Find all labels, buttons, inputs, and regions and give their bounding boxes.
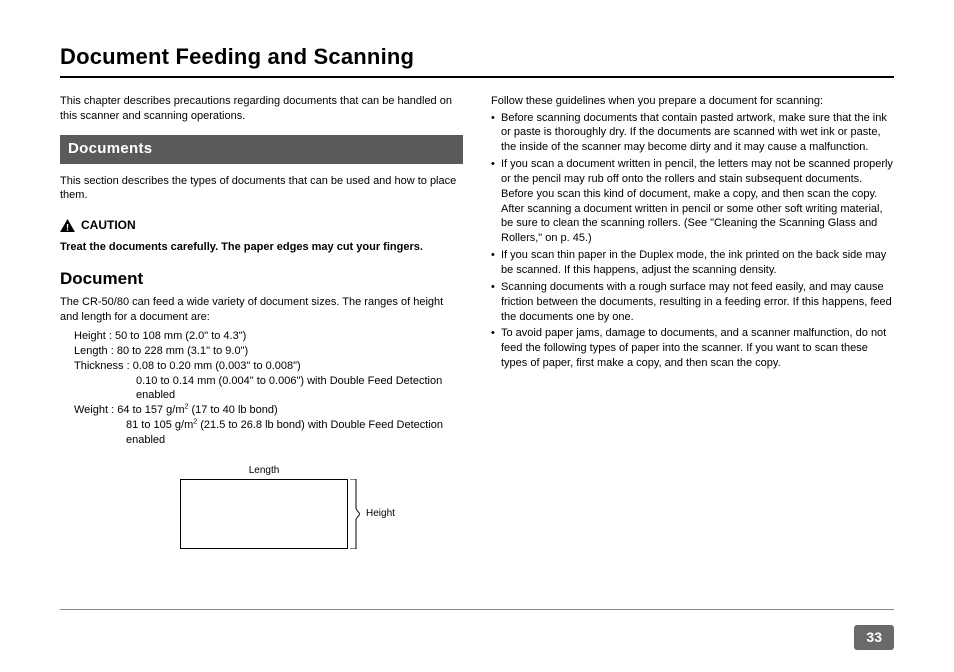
spec-weight: Weight : 64 to 157 g/m2 (17 to 40 lb bon… [74,403,463,418]
page-number: 33 [854,625,894,650]
svg-text:!: ! [66,222,69,232]
spec-thickness-label: Thickness : [74,359,133,374]
document-desc: The CR-50/80 can feed a wide variety of … [60,295,463,325]
spec-thickness-value: 0.08 to 0.20 mm (0.003" to 0.008") [133,359,301,374]
spec-weight-b: (17 to 40 lb bond) [188,404,277,416]
list-item: Before scanning documents that contain p… [491,111,894,156]
footer-rule [60,609,894,610]
spec-length-label: Length : [74,344,117,359]
diagram-length-label: Length [180,464,348,478]
spec-height-value: 50 to 108 mm (2.0" to 4.3") [115,329,246,344]
spec-weight-value: 64 to 157 g/m2 (17 to 40 lb bond) [117,403,277,418]
spec-height-label: Height : [74,329,115,344]
spec-weight-cont-a: 81 to 105 g/m [126,419,193,431]
spec-list: Height : 50 to 108 mm (2.0" to 4.3") Len… [74,329,463,448]
spec-length: Length : 80 to 228 mm (3.1" to 9.0") [74,344,463,359]
content-columns: This chapter describes precautions regar… [60,94,894,550]
list-item: If you scan thin paper in the Duplex mod… [491,248,894,278]
diagram-box [180,479,348,549]
caution-text: Treat the documents carefully. The paper… [60,240,463,255]
left-column: This chapter describes precautions regar… [60,94,463,550]
diagram-height-label: Height [366,507,395,521]
section-heading-documents: Documents [60,135,463,163]
list-item: Scanning documents with a rough surface … [491,280,894,325]
spec-length-value: 80 to 228 mm (3.1" to 9.0") [117,344,248,359]
right-column: Follow these guidelines when you prepare… [491,94,894,550]
spec-thickness-cont: 0.10 to 0.14 mm (0.004" to 0.006") with … [136,374,463,404]
section-desc: This section describes the types of docu… [60,174,463,204]
guidelines-list: Before scanning documents that contain p… [491,111,894,371]
list-item: To avoid paper jams, damage to documents… [491,326,894,371]
spec-weight-label: Weight : [74,403,117,418]
subheading-document: Document [60,268,463,291]
list-item: If you scan a document written in pencil… [491,157,894,246]
page-title: Document Feeding and Scanning [60,42,894,78]
spec-weight-a: 64 to 157 g/m [117,404,184,416]
warning-icon: ! [60,219,75,232]
caution-row: ! CAUTION [60,217,463,233]
spec-weight-cont: 81 to 105 g/m2 (21.5 to 26.8 lb bond) wi… [126,418,463,448]
chapter-intro: This chapter describes precautions regar… [60,94,463,124]
diagram-bracket [350,479,360,549]
spec-thickness: Thickness : 0.08 to 0.20 mm (0.003" to 0… [74,359,463,374]
guidelines-intro: Follow these guidelines when you prepare… [491,94,894,109]
caution-label: CAUTION [81,217,136,233]
dimension-diagram: Length Height [180,464,420,550]
spec-height: Height : 50 to 108 mm (2.0" to 4.3") [74,329,463,344]
